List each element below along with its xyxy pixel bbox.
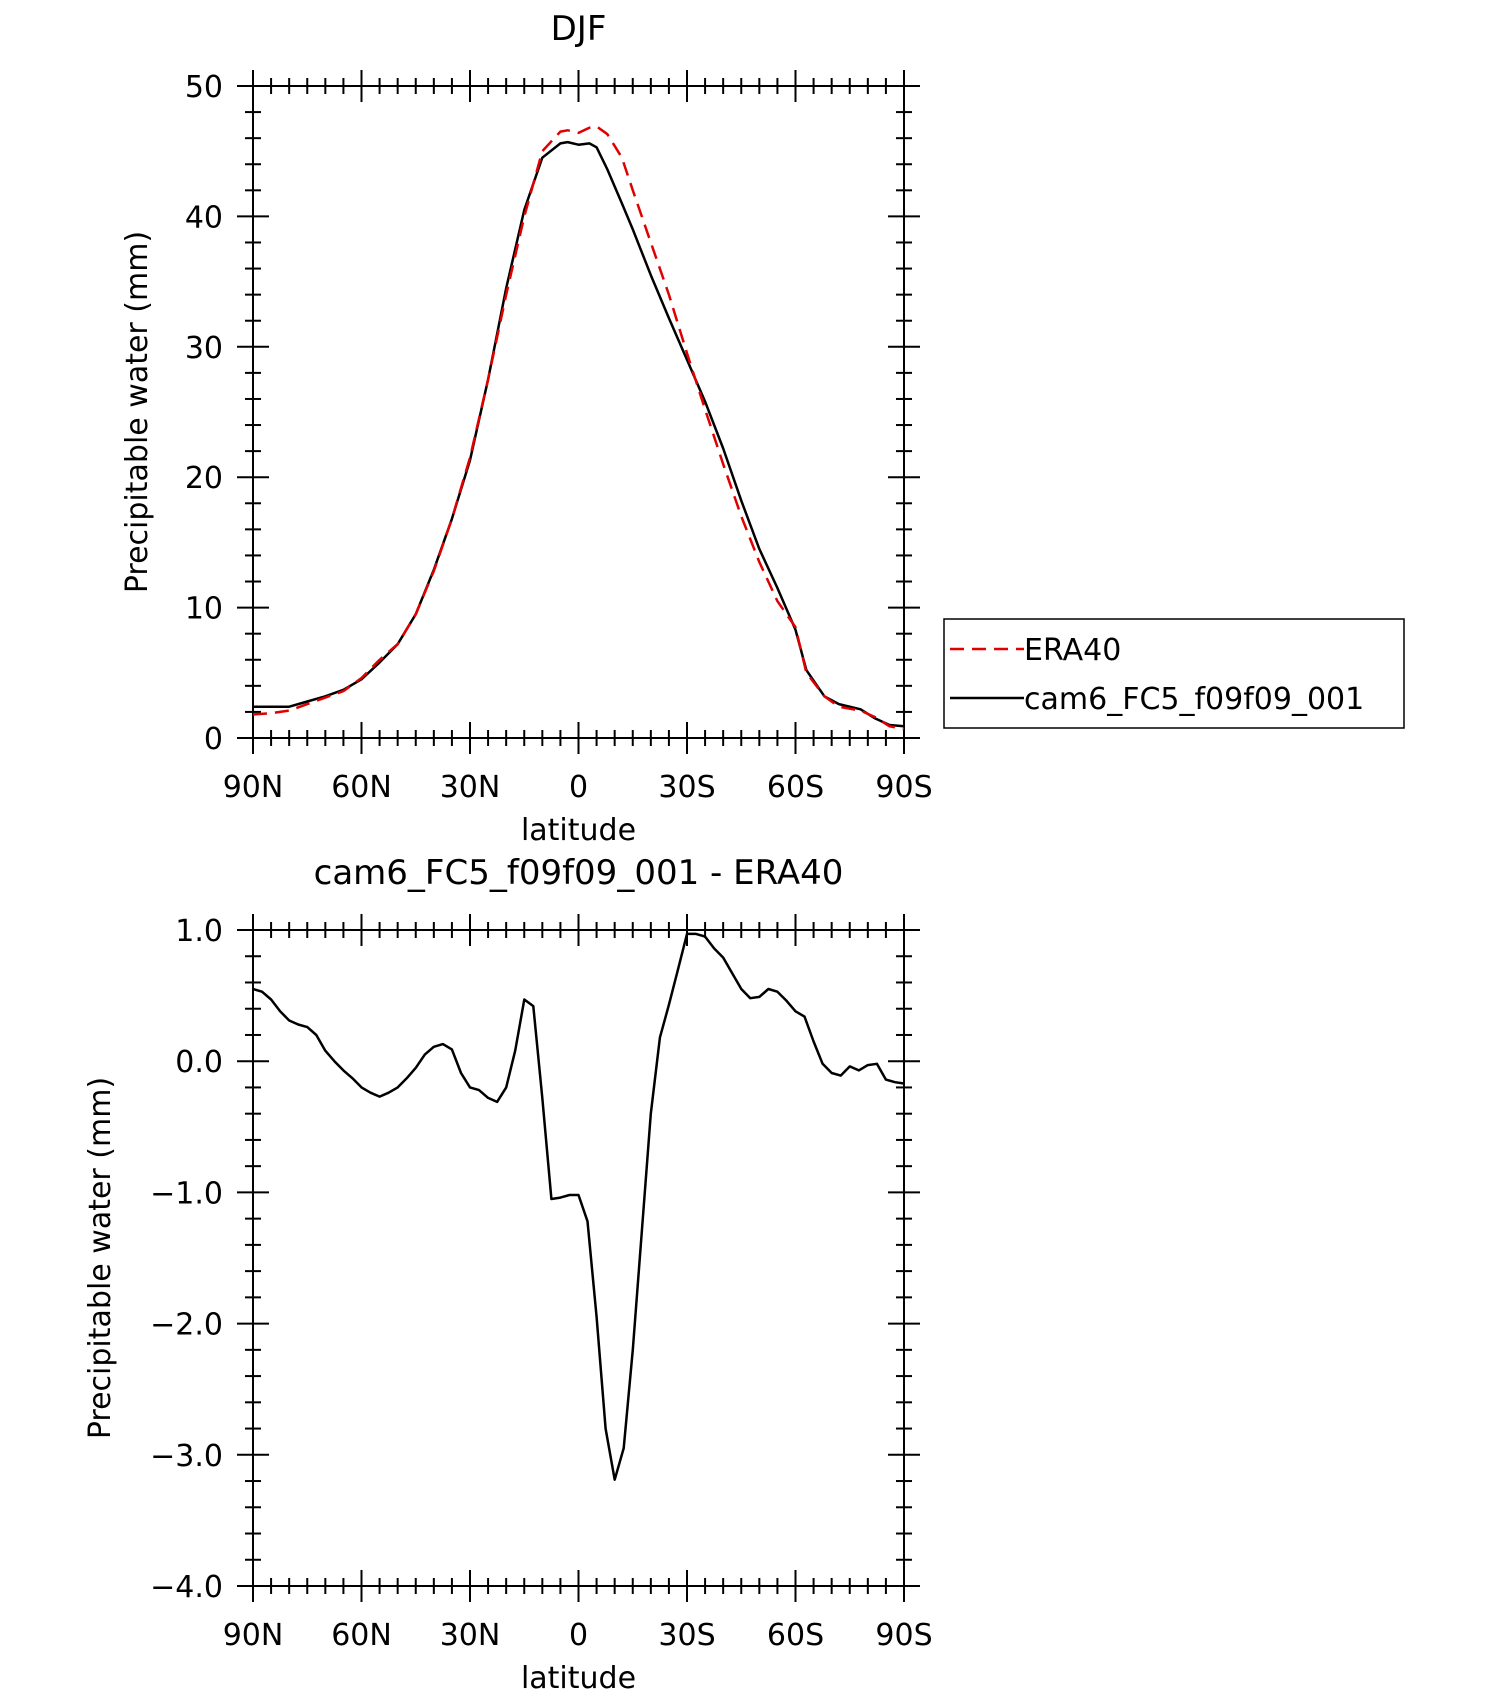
legend-label-era40: ERA40	[1024, 633, 1121, 668]
series-line-era40	[252, 125, 905, 731]
series-line-cam6-fc5-f09f09-001	[253, 140, 905, 728]
x-axis-label: latitude	[521, 1661, 636, 1693]
x-tick-label: 60S	[767, 1618, 824, 1653]
chart-title: cam6_FC5_f09f09_001 - ERA40	[314, 853, 844, 893]
x-tick-label: 90N	[223, 770, 284, 805]
x-tick-label: 0	[569, 1618, 588, 1653]
y-tick-label: 10	[185, 592, 223, 627]
x-tick-label: 30N	[440, 1618, 501, 1653]
x-tick-label: 90S	[875, 770, 932, 805]
y-tick-label: 20	[185, 461, 223, 496]
y-tick-label: −2.0	[150, 1308, 223, 1343]
x-tick-label: 60N	[331, 770, 392, 805]
y-tick-label: −3.0	[150, 1439, 223, 1474]
y-tick-label: 50	[185, 70, 223, 105]
x-tick-label: 90N	[223, 1618, 284, 1653]
y-tick-label: 1.0	[175, 914, 223, 949]
x-tick-label: 30N	[440, 770, 501, 805]
top-panel: DJF 90N 60N 30N 0 30S 60S 90S 0 10 20 30 40 50 latitud…	[120, 9, 933, 848]
difference-line	[252, 932, 905, 1481]
y-axis-label: Precipitable water (mm)	[120, 231, 155, 593]
x-tick-label: 60N	[331, 1618, 392, 1653]
chart-title: DJF	[551, 9, 607, 49]
legend-label-cam6: cam6_FC5_f09f09_001	[1024, 682, 1364, 717]
y-tick-label: 0	[204, 722, 223, 757]
legend-box	[943, 618, 1405, 729]
x-tick-label: 30S	[658, 770, 715, 805]
y-axis-label: Precipitable water (mm)	[83, 1077, 118, 1439]
x-tick-label: 0	[569, 770, 588, 805]
y-tick-label: 40	[185, 200, 223, 235]
x-tick-label: 30S	[658, 1618, 715, 1653]
x-axis-label: latitude	[521, 813, 636, 848]
y-tick-label: −4.0	[150, 1570, 223, 1605]
legend: ERA40 cam6_FC5_f09f09_001	[943, 618, 1405, 729]
x-tick-label: 60S	[767, 770, 824, 805]
bottom-panel: cam6_FC5_f09f09_001 - ERA40 90N 60N 30N 0 30S…	[83, 853, 933, 1693]
plot-frame	[252, 85, 905, 739]
y-tick-label: 0.0	[175, 1045, 223, 1080]
y-tick-label: 30	[185, 331, 223, 366]
x-tick-label: 90S	[875, 1618, 932, 1653]
y-tick-label: −1.0	[150, 1176, 223, 1211]
plot-frame	[252, 929, 905, 1587]
